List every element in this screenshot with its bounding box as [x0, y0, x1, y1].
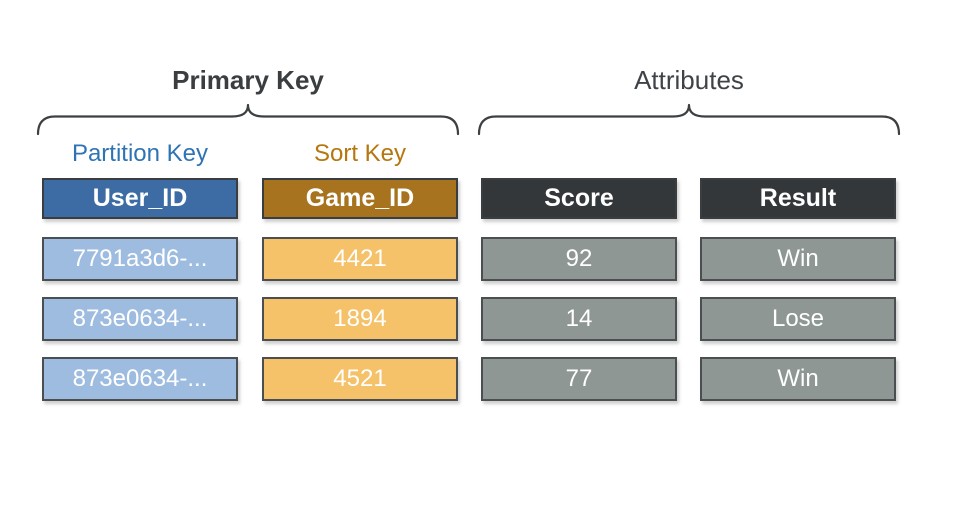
sort-key-label: Sort Key — [313, 140, 407, 167]
primary-key-brace — [36, 103, 460, 136]
column-game-id: Game_ID 4421 1894 4521 — [262, 178, 458, 417]
cell-user-id-row-1: 873e0634-... — [42, 297, 238, 341]
cell-game-id-row-2: 4521 — [262, 357, 458, 401]
header-cell-game-id: Game_ID — [262, 178, 458, 219]
cell-score-row-1: 14 — [481, 297, 677, 341]
column-user-id: User_ID 7791a3d6-... 873e0634-... 873e06… — [42, 178, 238, 417]
column-score: Score 92 14 77 — [481, 178, 677, 417]
cell-result-row-2: Win — [700, 357, 896, 401]
primary-key-label: Primary Key — [172, 65, 324, 95]
cell-game-id-row-1: 1894 — [262, 297, 458, 341]
header-cell-score: Score — [481, 178, 677, 219]
header-cell-user-id: User_ID — [42, 178, 238, 219]
header-cell-result: Result — [700, 178, 896, 219]
cell-score-row-0: 92 — [481, 237, 677, 281]
cell-user-id-row-0: 7791a3d6-... — [42, 237, 238, 281]
cell-user-id-row-2: 873e0634-... — [42, 357, 238, 401]
cell-game-id-row-0: 4421 — [262, 237, 458, 281]
cell-result-row-0: Win — [700, 237, 896, 281]
attributes-label: Attributes — [634, 65, 744, 95]
column-result: Result Win Lose Win — [700, 178, 896, 417]
partition-key-label: Partition Key — [71, 140, 209, 167]
cell-score-row-2: 77 — [481, 357, 677, 401]
cell-result-row-1: Lose — [700, 297, 896, 341]
attributes-brace — [477, 103, 901, 136]
